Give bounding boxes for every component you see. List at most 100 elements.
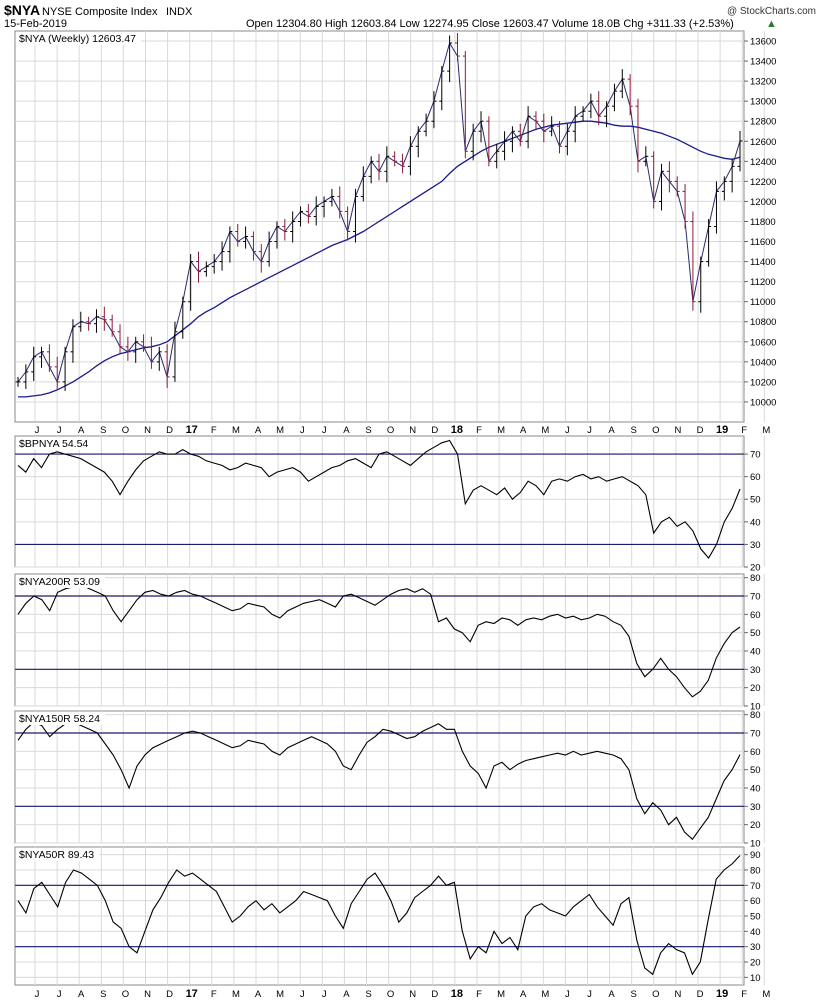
x-tick-label: N (674, 989, 681, 1000)
ohlc-bar (596, 91, 602, 126)
x-tick-label: A (78, 425, 85, 436)
x-tick-label: J (587, 425, 592, 436)
ohlc-bar (470, 123, 476, 161)
ohlc-bar (266, 231, 272, 267)
x-tick-label: M (497, 425, 505, 436)
x-tick-label: F (211, 989, 217, 1000)
ohlc-bar (580, 106, 586, 122)
ohlc-bar (392, 151, 398, 167)
indicator-line (17, 721, 741, 841)
ohlc-bar (564, 123, 570, 156)
x-tick-label: F (211, 425, 217, 436)
ohlc-bar (478, 111, 484, 143)
x-tick-label: F (741, 989, 747, 1000)
ohlc-bar (101, 306, 107, 331)
ohlc-bar (611, 83, 617, 112)
y-tick-label: 90 (750, 850, 761, 861)
x-tick-label: O (122, 989, 129, 1000)
ohlc-bar (729, 158, 735, 193)
ohlc-bar (274, 221, 280, 249)
ohlc-bar (298, 206, 304, 227)
x-tick-label: F (476, 989, 482, 1000)
x-tick-label: D (431, 989, 438, 1000)
x-tick-label: F (476, 425, 482, 436)
ohlc-bar (172, 321, 178, 382)
ohlc-bar (494, 143, 500, 169)
ohlc-bar (180, 296, 186, 339)
ohlc-bar (337, 186, 343, 219)
x-tick-label: S (365, 425, 371, 436)
x-tick-label: J (565, 989, 570, 1000)
y-tick-label: 10 (750, 839, 761, 850)
y-tick-label: 30 (750, 540, 761, 551)
ohlc-bar (713, 181, 719, 234)
x-tick-label: J (322, 425, 327, 436)
x-tick-label: S (631, 425, 637, 436)
ohlc-bar (643, 146, 649, 167)
y-tick-label: 12000 (750, 197, 776, 208)
x-tick-label: 19 (716, 424, 728, 436)
y-tick-label: 50 (750, 765, 761, 776)
ohlc-bar (659, 163, 665, 211)
y-tick-label: 30 (750, 665, 761, 676)
ohlc-bar (627, 74, 633, 116)
y-tick-label: 40 (750, 647, 761, 658)
ohlc-bar (635, 98, 641, 173)
ohlc-bar (109, 314, 115, 337)
ohlc-bar (243, 226, 249, 249)
ohlc-bar (70, 319, 76, 363)
nya150r-panel-title: $NYA150R 58.24 (19, 713, 100, 725)
x-tick-label: A (255, 989, 262, 1000)
ohlc-bar (345, 206, 351, 241)
bpnya-panel: 20 30 40 50 60 70 $BPNYA 54.54 (14, 435, 765, 574)
ohlc-bar (706, 218, 712, 267)
x-tick-label: D (431, 425, 438, 436)
x-tick-label: N (409, 425, 416, 436)
nya50r-panel: 10 20 30 40 50 60 70 80 90 $NYA50R 89.43 (14, 846, 765, 986)
nya200r-panel-title: $NYA200R 53.09 (19, 576, 100, 588)
y-tick-label: 70 (750, 592, 761, 603)
y-tick-label: 10200 (750, 377, 776, 388)
ohlc-bar (462, 51, 468, 159)
ohlc-bar (156, 346, 162, 371)
y-tick-label: 60 (750, 472, 761, 483)
y-tick-label: 60 (750, 896, 761, 907)
ohlc-bar (737, 130, 743, 172)
ohlc-bar (674, 176, 680, 197)
x-tick-label: N (144, 425, 151, 436)
x-tick-label: M (276, 425, 284, 436)
indicator-line (17, 439, 741, 559)
ohlc-bar (517, 123, 523, 147)
ohlc-bar (62, 346, 68, 391)
ohlc-bar (235, 223, 241, 247)
x-tick-label: 17 (186, 424, 198, 436)
y-tick-label: 20 (750, 820, 761, 831)
exchange-label: INDX (166, 6, 193, 18)
y-tick-label: 60 (750, 747, 761, 758)
x-tick-label: J (57, 989, 62, 1000)
y-tick-label: 80 (750, 710, 761, 721)
x-tick-label: A (255, 425, 262, 436)
x-tick-label: N (674, 425, 681, 436)
x-axis-bottom: J J A S O N D 17 F M A M J J A S O N D 18 F M A M J J A S O N D 19 F M (35, 988, 771, 1000)
x-tick-label: J (565, 425, 570, 436)
x-tick-label: O (122, 425, 129, 436)
ohlc-bar (447, 35, 453, 83)
ohlc-bar (690, 211, 696, 311)
x-tick-label: M (541, 989, 549, 1000)
nya150r-panel: 10 20 30 40 50 60 70 80 $NYA150R 58.24 (14, 710, 765, 850)
x-tick-label: J (587, 989, 592, 1000)
x-tick-label: S (365, 989, 371, 1000)
y-tick-label: 30 (750, 942, 761, 953)
ohlc-bar (141, 334, 147, 352)
x-tick-label: D (166, 425, 173, 436)
ohlc-bar (15, 376, 21, 387)
ohlc-bar (525, 106, 531, 149)
x-tick-label: S (631, 989, 637, 1000)
y-tick-label: 20 (750, 563, 761, 574)
ohlc-bar (39, 346, 45, 368)
ohlc-bar (78, 311, 84, 332)
y-tick-label: 11400 (750, 257, 776, 268)
x-tick-label: J (300, 989, 305, 1000)
